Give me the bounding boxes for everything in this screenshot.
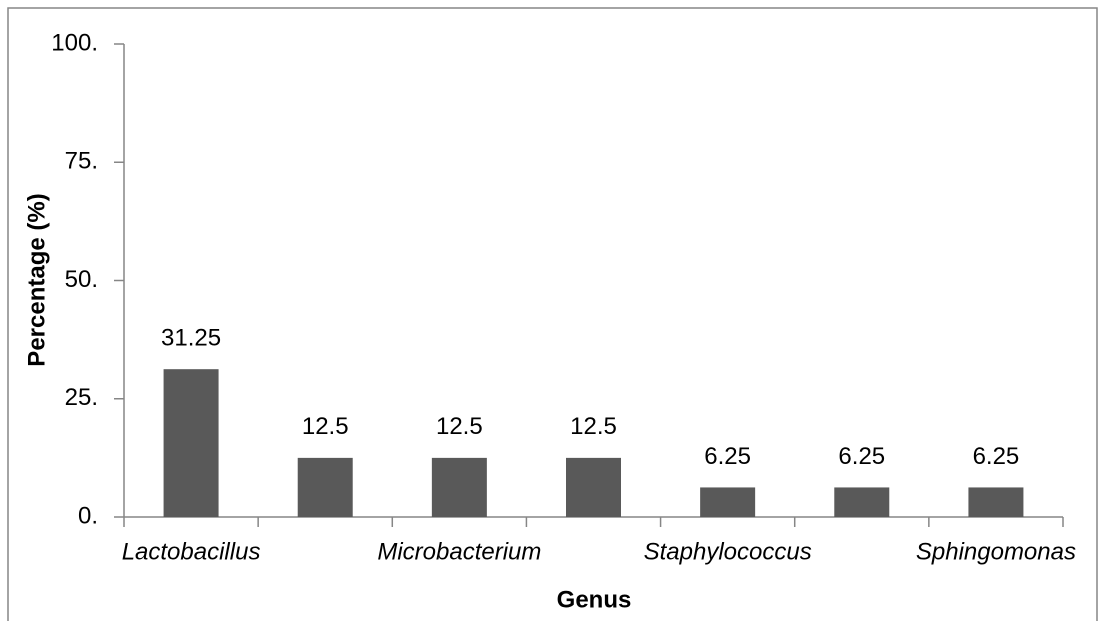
bar <box>297 457 353 517</box>
data-label: 6.25 <box>973 443 1020 470</box>
y-axis-label: Percentage (%) <box>23 193 50 366</box>
data-label: 6.25 <box>838 443 885 470</box>
y-tick-label: 50. <box>65 266 98 293</box>
y-tick-label: 100. <box>51 29 98 56</box>
bar <box>566 457 621 517</box>
data-label: 12.5 <box>302 413 349 440</box>
data-label: 12.5 <box>436 413 483 440</box>
x-tick-label: Lactobacillus <box>122 538 261 565</box>
x-tick-label: Microbacterium <box>377 538 541 565</box>
data-label: 12.5 <box>570 413 617 440</box>
bar <box>968 487 1024 517</box>
data-label: 31.25 <box>161 325 221 352</box>
data-label: 6.25 <box>704 443 751 470</box>
x-tick-label: Sphingomonas <box>916 538 1076 565</box>
x-tick-label: Staphylococcus <box>644 538 812 565</box>
y-tick-label: 75. <box>65 148 98 175</box>
chart-frame <box>7 7 1098 621</box>
y-tick-label: 0. <box>78 502 98 529</box>
x-axis-label: Genus <box>557 586 632 613</box>
bar <box>163 369 219 517</box>
y-tick-label: 25. <box>65 384 98 411</box>
bar <box>834 487 890 517</box>
bar <box>431 457 487 517</box>
bar <box>700 487 756 517</box>
